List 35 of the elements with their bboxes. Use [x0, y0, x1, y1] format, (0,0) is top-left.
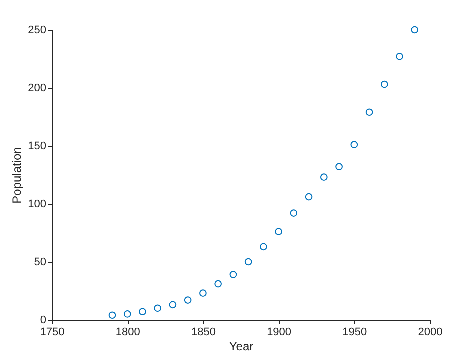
x-tick-label: 1950	[342, 326, 368, 338]
x-tick-label: 1850	[191, 326, 216, 338]
x-tick-label: 1800	[116, 326, 140, 338]
point	[320, 174, 328, 181]
point	[380, 80, 388, 88]
y-tick-label: 200	[28, 82, 46, 94]
point	[230, 271, 238, 278]
y-axis-title: Population	[10, 147, 24, 204]
point	[169, 301, 177, 309]
y-tick-label: 100	[28, 198, 46, 210]
point	[275, 228, 282, 236]
point	[411, 26, 419, 34]
point	[350, 141, 358, 148]
point	[154, 304, 162, 312]
point	[200, 290, 207, 297]
x-tick-label: 1900	[267, 326, 292, 338]
point	[139, 308, 146, 316]
point	[184, 296, 192, 304]
point	[366, 108, 374, 116]
x-tick-label: 1750	[40, 326, 65, 338]
y-tick-label: 150	[28, 140, 46, 152]
point	[396, 53, 404, 60]
y-tick-label: 250	[28, 24, 46, 36]
point	[305, 193, 313, 201]
point	[260, 243, 268, 251]
point	[336, 163, 343, 171]
point	[244, 258, 252, 266]
x-axis-title: Year	[229, 340, 254, 354]
x-tick-label: 2000	[418, 326, 443, 338]
point	[214, 280, 222, 288]
point	[124, 310, 132, 318]
point	[290, 210, 298, 217]
point	[108, 312, 116, 320]
y-tick-label: 0	[40, 314, 46, 326]
y-tick-label: 50	[34, 256, 46, 268]
